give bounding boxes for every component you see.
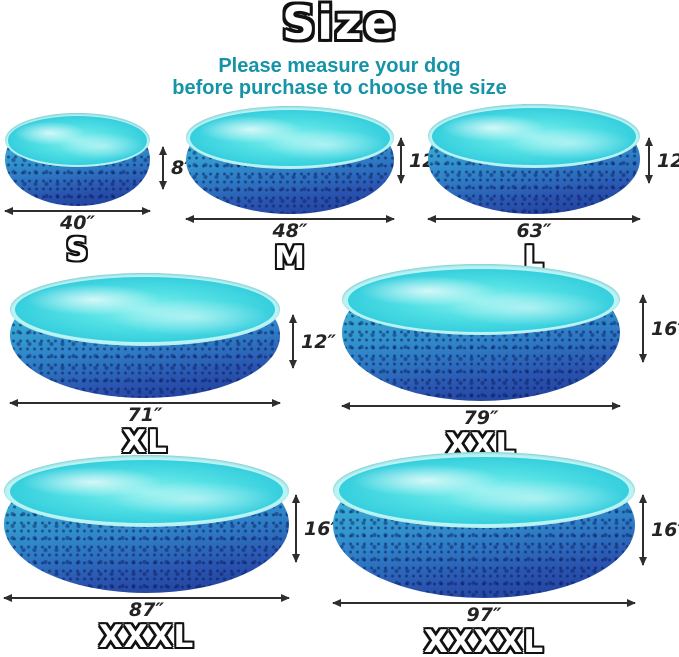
- height-arrow: 16″: [291, 494, 339, 563]
- subtitle-line-2: before purchase to choose the size: [172, 77, 507, 99]
- pool-image-xxxl: 16″: [4, 455, 339, 593]
- width-label: 71″: [127, 404, 163, 426]
- height-label: 16″: [651, 519, 679, 541]
- pool-water: [9, 459, 284, 524]
- pool-image-l: 12″: [428, 104, 679, 214]
- size-label: S: [65, 232, 90, 268]
- height-arrow: 12″: [644, 137, 679, 184]
- width-arrow: [9, 398, 281, 407]
- pool-water: [432, 107, 636, 166]
- page-title: Size: [282, 0, 397, 50]
- width-arrow: [332, 598, 636, 607]
- height-label: 16″: [651, 317, 679, 340]
- width-label: 40″: [60, 212, 95, 234]
- width-label: 97″: [466, 604, 502, 626]
- height-label: 12″: [301, 330, 336, 353]
- pool-water: [347, 268, 615, 332]
- size-label: XXXL: [98, 619, 195, 655]
- pool-figure-m: 12″ 48″ M: [185, 106, 444, 276]
- pool-water: [339, 457, 629, 525]
- width-label: 87″: [129, 599, 164, 621]
- height-arrow: 8″: [158, 146, 193, 190]
- width-label: 48″: [272, 220, 308, 242]
- pool-water: [15, 277, 275, 343]
- width-label: 63″: [516, 220, 552, 242]
- height-arrow: 16″: [638, 294, 679, 363]
- pool-figure-xxxxl: 16″ 97″ XXXXL: [332, 452, 679, 657]
- height-label: 16″: [304, 517, 339, 540]
- size-label: M: [274, 240, 306, 276]
- pool-figure-l: 12″ 63″ L: [427, 104, 679, 275]
- width-arrow: [185, 214, 395, 223]
- size-label: XXXXL: [423, 624, 545, 657]
- height-arrow: 16″: [638, 494, 679, 566]
- height-arrow: 12″: [288, 314, 336, 369]
- subtitle: Please measure your dog before purchase …: [0, 55, 679, 99]
- pool-figure-xxxl: 16″ 87″ XXXL: [3, 455, 339, 655]
- height-arrow: 12″: [396, 137, 444, 184]
- pool-figure-s: 8″ 40″ S: [4, 113, 193, 268]
- pool-image-m: 12″: [186, 106, 444, 214]
- pool-water: [7, 116, 148, 165]
- width-arrow: [427, 214, 641, 223]
- width-arrow: [3, 593, 290, 602]
- width-arrow: [4, 206, 151, 215]
- width-label: 79″: [463, 407, 499, 429]
- height-label: 12″: [657, 149, 679, 172]
- subtitle-line-1: Please measure your dog: [218, 55, 461, 77]
- pool-water: [190, 109, 390, 166]
- pool-image-xl: 12″: [10, 273, 336, 398]
- pool-figure-xxl: 16″ 79″ XXL: [341, 264, 679, 462]
- size-label: XL: [122, 424, 168, 460]
- pool-image-s: 8″: [5, 113, 193, 206]
- pool-image-xxxxl: 16″: [333, 452, 679, 598]
- pool-image-xxl: 16″: [342, 264, 679, 401]
- pool-figure-xl: 12″ 71″ XL: [9, 273, 336, 460]
- width-arrow: [341, 401, 621, 410]
